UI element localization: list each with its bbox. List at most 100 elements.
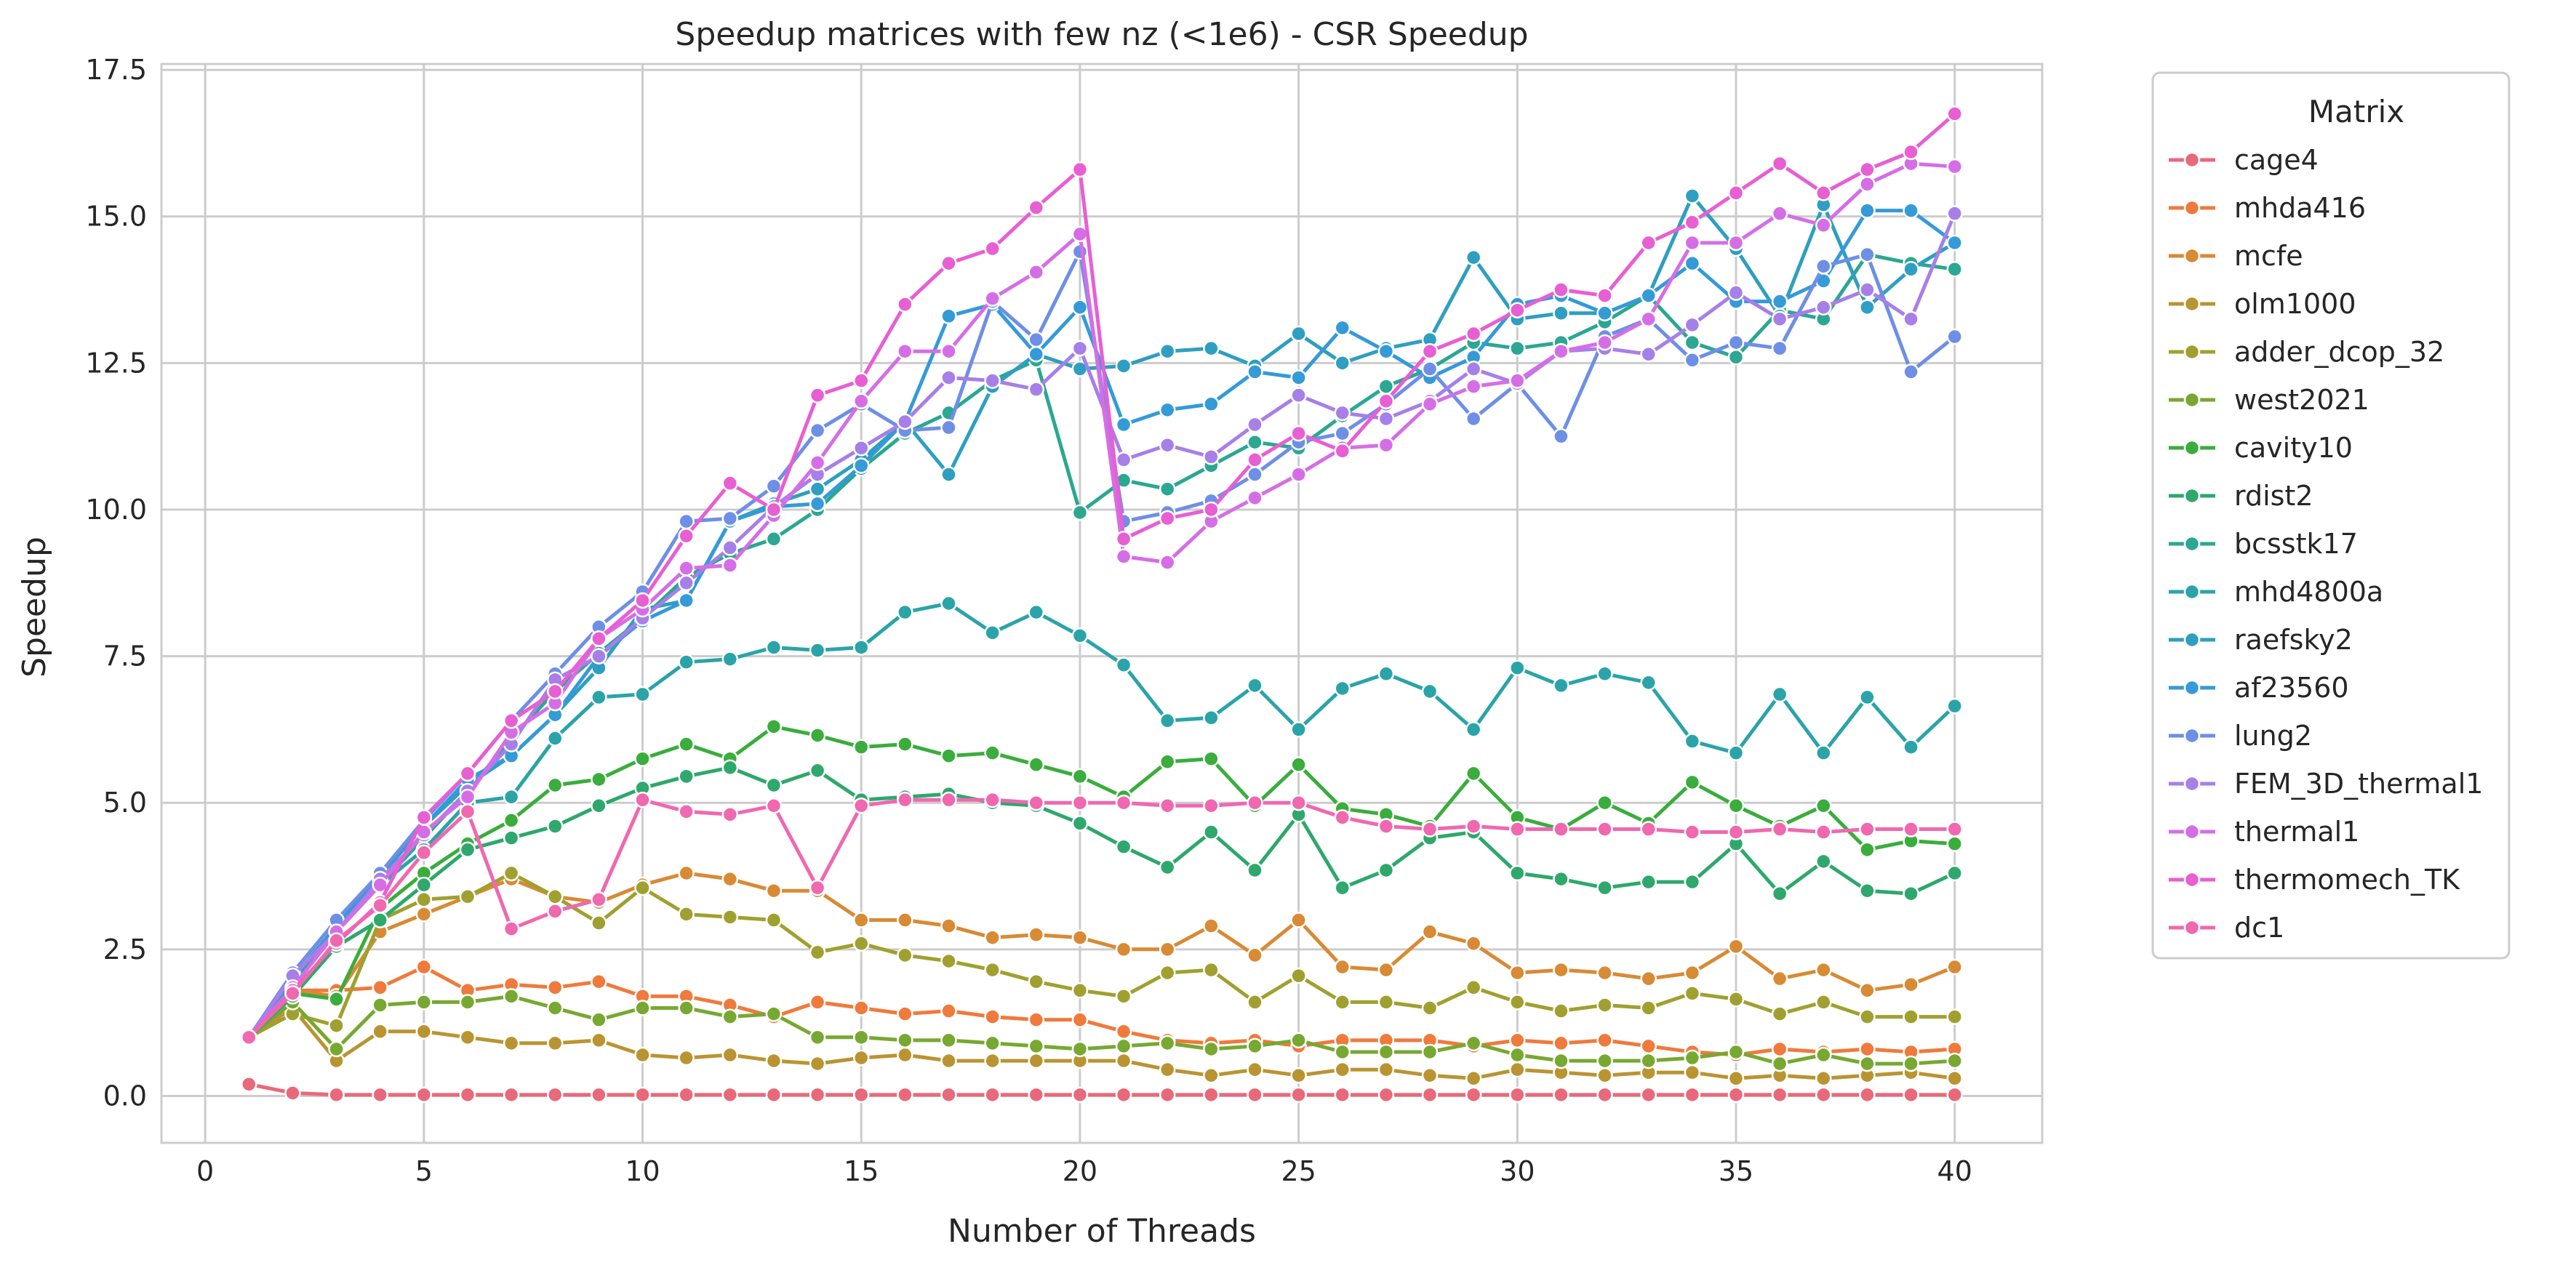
data-point-bcsstk17 [1509, 340, 1526, 357]
data-point-rdist2 [1377, 862, 1395, 879]
data-point-lung2 [1771, 340, 1788, 357]
data-point-thermomech-tk [1377, 393, 1395, 409]
data-point-cage4 [1028, 1086, 1045, 1104]
data-point-fem-3d-thermal1 [1815, 299, 1832, 316]
data-point-fem-3d-thermal1 [1203, 449, 1220, 465]
data-point-west2021 [721, 1008, 739, 1025]
data-point-cage4 [459, 1086, 476, 1104]
data-point-mhda416 [1859, 1040, 1876, 1058]
data-point-mhd4800a [1596, 665, 1613, 683]
legend-swatch-marker [2183, 919, 2201, 936]
data-point-thermal1 [1596, 334, 1613, 351]
series-line-adder-dcop-32 [248, 871, 1955, 1040]
data-point-mhda416 [372, 979, 388, 996]
data-point-adder-dcop-32 [547, 888, 564, 905]
data-point-mcfe [1771, 970, 1788, 987]
data-point-adder-dcop-32 [1946, 1008, 1963, 1025]
data-point-olm1000 [547, 1035, 564, 1052]
data-point-west2021 [1290, 1032, 1307, 1049]
data-point-west2021 [1509, 1046, 1526, 1064]
data-point-bcsstk17 [1684, 334, 1701, 351]
data-point-adder-dcop-32 [415, 891, 433, 908]
data-point-cage4 [1115, 1086, 1132, 1104]
data-point-af23560 [1946, 234, 1963, 252]
data-point-mcfe [678, 864, 695, 882]
data-point-thermal1 [459, 788, 476, 806]
data-point-dc1 [852, 798, 870, 814]
data-point-mhd4800a [678, 654, 695, 670]
data-point-cage4 [372, 1086, 388, 1104]
data-point-lung2 [1553, 427, 1569, 445]
data-point-mhd4800a [1115, 656, 1132, 673]
data-point-fem-3d-thermal1 [1684, 316, 1701, 334]
data-point-rdist2 [1815, 853, 1832, 870]
data-point-west2021 [1203, 1040, 1220, 1058]
data-point-olm1000 [1377, 1061, 1395, 1078]
data-point-rdist2 [809, 762, 826, 779]
data-point-fem-3d-thermal1 [940, 369, 957, 386]
data-point-cage4 [1509, 1086, 1526, 1104]
data-point-thermal1 [1727, 234, 1745, 252]
data-point-dc1 [1771, 821, 1788, 838]
data-point-adder-dcop-32 [678, 906, 695, 923]
data-point-lung2 [765, 478, 783, 494]
data-point-dc1 [241, 1029, 257, 1046]
legend-label: bcsstk17 [2234, 528, 2358, 560]
data-point-olm1000 [897, 1046, 913, 1064]
data-point-rdist2 [372, 912, 388, 928]
data-point-dc1 [372, 897, 388, 914]
series-layer [241, 105, 1963, 1104]
data-point-mcfe [1727, 938, 1745, 955]
data-point-dc1 [1946, 821, 1963, 838]
data-point-dc1 [897, 791, 913, 808]
data-point-west2021 [547, 1000, 564, 1016]
data-point-thermomech-tk [591, 630, 607, 647]
data-point-thermal1 [984, 290, 1001, 307]
data-point-mhd4800a [1771, 686, 1788, 703]
data-point-thermomech-tk [1290, 425, 1307, 442]
data-point-west2021 [328, 1040, 345, 1058]
data-point-west2021 [678, 1000, 695, 1016]
data-point-west2021 [1684, 1049, 1701, 1067]
data-point-af23560 [852, 457, 870, 474]
data-point-olm1000 [1727, 1070, 1745, 1087]
data-point-mhd4800a [1421, 683, 1439, 700]
legend-item-dc1: dc1 [2169, 912, 2284, 944]
data-point-thermomech-tk [809, 387, 826, 403]
x-tick-label: 15 [844, 1155, 879, 1187]
y-axis-label: Speedup [16, 537, 53, 678]
data-point-thermomech-tk [547, 683, 564, 700]
data-point-adder-dcop-32 [503, 864, 520, 882]
data-point-af23560 [1859, 202, 1876, 219]
data-point-olm1000 [984, 1052, 1001, 1069]
data-point-west2021 [897, 1032, 913, 1049]
data-point-thermomech-tk [678, 528, 695, 545]
legend-item-mhd4800a: mhd4800a [2169, 576, 2383, 608]
data-point-cavity10 [984, 744, 1001, 761]
data-point-west2021 [1334, 1043, 1351, 1061]
series-line-dc1 [247, 798, 1955, 1039]
x-axis-label: Number of Threads [948, 1213, 1256, 1250]
data-point-olm1000 [1465, 1070, 1482, 1087]
data-point-af23560 [1771, 293, 1788, 310]
data-point-olm1000 [809, 1055, 826, 1072]
data-point-cavity10 [940, 747, 957, 764]
data-point-thermal1 [1421, 395, 1439, 413]
data-point-adder-dcop-32 [328, 1017, 345, 1034]
data-point-mcfe [1334, 958, 1351, 976]
data-point-dc1 [1071, 794, 1089, 811]
data-point-mcfe [1903, 976, 1919, 993]
data-point-west2021 [1727, 1043, 1745, 1061]
legend-label: thermal1 [2234, 816, 2359, 848]
data-point-raefsky2 [1115, 358, 1132, 374]
data-point-bcsstk17 [1946, 261, 1963, 278]
data-point-adder-dcop-32 [1159, 964, 1176, 981]
data-point-fem-3d-thermal1 [1377, 410, 1395, 427]
data-point-thermomech-tk [1903, 143, 1919, 161]
data-point-mhda416 [897, 1005, 913, 1022]
data-point-thermomech-tk [897, 296, 913, 313]
data-point-adder-dcop-32 [765, 912, 783, 928]
legend-label: mhd4800a [2234, 576, 2383, 608]
legend-item-fem-3d-thermal1: FEM_3D_thermal1 [2169, 768, 2483, 800]
